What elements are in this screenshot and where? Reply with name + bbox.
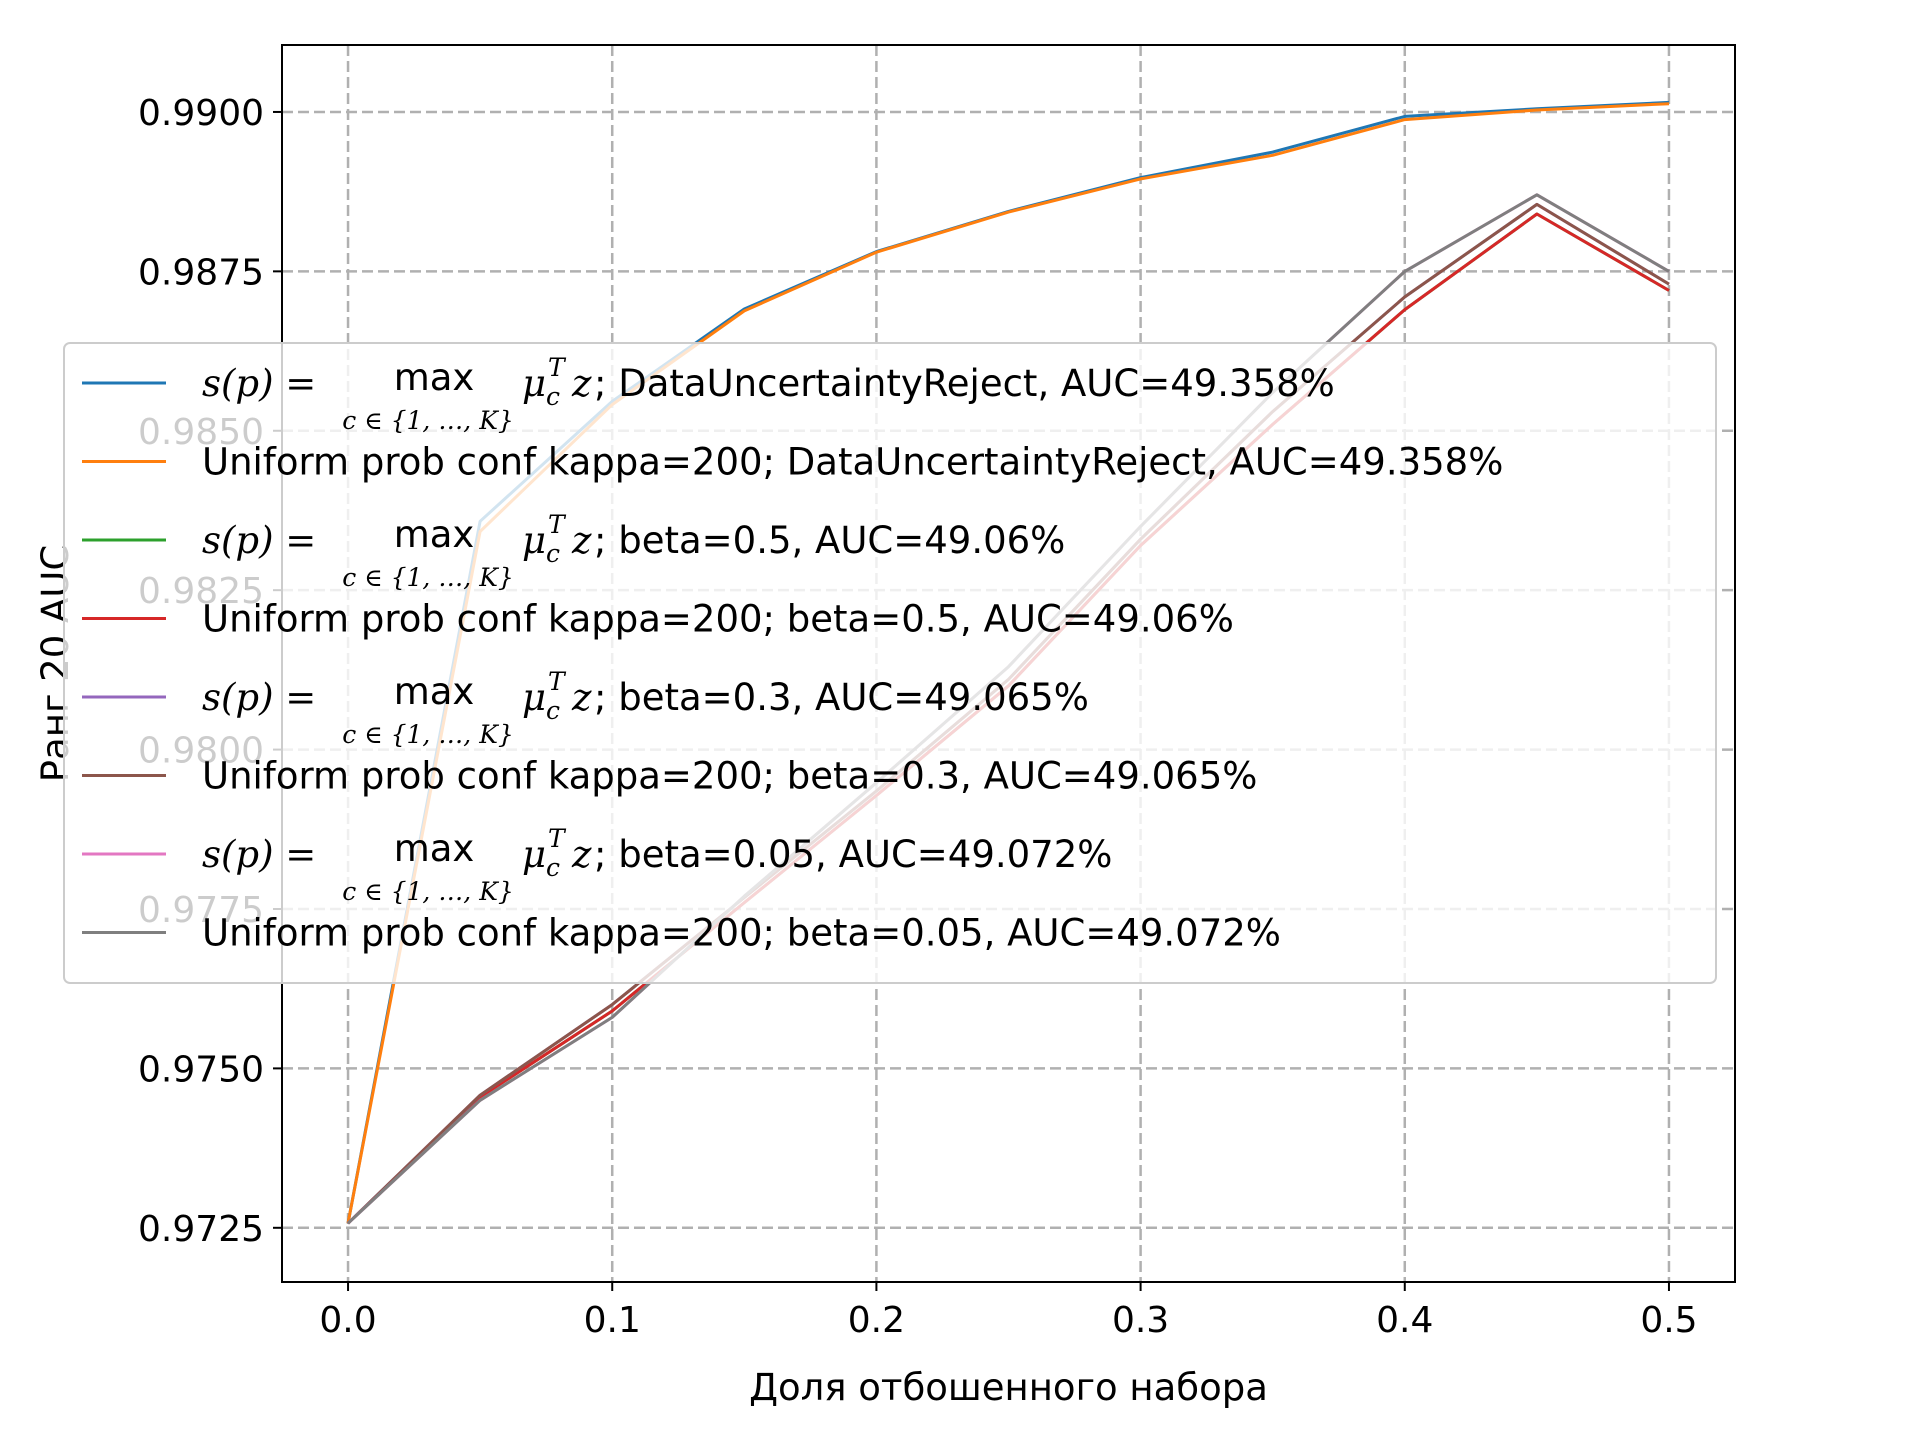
legend-math-max: max — [394, 356, 475, 399]
legend-math-z: z — [571, 676, 592, 719]
legend-math-sup: T — [548, 353, 567, 382]
legend-math-z: z — [571, 362, 592, 405]
x-tick-label: 0.4 — [1376, 1300, 1433, 1341]
legend-math-sup: T — [548, 667, 567, 696]
legend-label: Uniform prob conf kappa=200; beta=0.5, A… — [202, 598, 1234, 641]
x-axis: 0.0 0.1 0.2 0.3 0.4 0.5 — [319, 1282, 1698, 1341]
legend-math-max: max — [394, 513, 475, 556]
legend-math-max: max — [394, 670, 475, 713]
legend-math-subscript: c ∈ {1, …, K} — [342, 406, 514, 435]
legend-math-musub: c — [546, 853, 560, 882]
legend-math-mu: μ — [522, 519, 546, 562]
y-tick-label: 0.9900 — [138, 93, 264, 134]
legend-math-subscript: c ∈ {1, …, K} — [342, 720, 514, 749]
legend-math-sup: T — [548, 824, 567, 853]
x-tick-label: 0.1 — [584, 1300, 641, 1341]
legend-label: Uniform prob conf kappa=200; beta=0.3, A… — [202, 755, 1257, 798]
legend-label: ; beta=0.5, AUC=49.06% — [594, 519, 1065, 562]
legend-math-mu: μ — [522, 833, 546, 876]
legend-label: Uniform prob conf kappa=200; DataUncerta… — [202, 441, 1503, 484]
x-tick-label: 0.0 — [319, 1300, 376, 1341]
legend-label: ; DataUncertaintyReject, AUC=49.358% — [594, 362, 1335, 405]
y-tick-label: 0.9875 — [138, 252, 264, 293]
legend-math-mu: μ — [522, 676, 546, 719]
legend-math-label: s(p) = max c ∈ {1, …, K} μ Tc z; DataUncerta… — [202, 353, 1335, 435]
legend-math-lhs: s(p) = — [202, 362, 316, 405]
legend-math-musub: c — [546, 539, 560, 568]
legend-label: ; beta=0.3, AUC=49.065% — [594, 676, 1089, 719]
x-tick-label: 0.2 — [848, 1300, 905, 1341]
legend-math-label: s(p) = max c ∈ {1, …, K} μ Tc z; beta=0.3, A… — [202, 667, 1089, 749]
legend-math-max: max — [394, 827, 475, 870]
legend-math-musub: c — [546, 382, 560, 411]
legend-label: ; beta=0.05, AUC=49.072% — [594, 833, 1112, 876]
legend-math-subscript: c ∈ {1, …, K} — [342, 563, 514, 592]
x-tick-label: 0.3 — [1112, 1300, 1169, 1341]
legend-math-label: s(p) = max c ∈ {1, …, K} μ Tc z; beta=0.5, A… — [202, 510, 1065, 592]
legend-math-lhs: s(p) = — [202, 833, 316, 876]
legend-math-mu: μ — [522, 362, 546, 405]
legend-math-lhs: s(p) = — [202, 519, 316, 562]
legend-math-z: z — [571, 833, 592, 876]
legend-label: Uniform prob conf kappa=200; beta=0.05, … — [202, 912, 1281, 955]
legend-math-lhs: s(p) = — [202, 676, 316, 719]
legend-box — [63, 342, 1717, 984]
legend-math-musub: c — [546, 696, 560, 725]
x-axis-label: Доля отбошенного набора — [749, 1366, 1268, 1409]
y-tick-label: 0.9725 — [138, 1209, 264, 1250]
x-tick-label: 0.5 — [1640, 1300, 1697, 1341]
legend-math-z: z — [571, 519, 592, 562]
legend-math-subscript: c ∈ {1, …, K} — [342, 877, 514, 906]
legend-math-label: s(p) = max c ∈ {1, …, K} μ Tc z; beta=0.05, … — [202, 824, 1112, 906]
legend-math-sup: T — [548, 510, 567, 539]
y-tick-label: 0.9750 — [138, 1049, 264, 1090]
